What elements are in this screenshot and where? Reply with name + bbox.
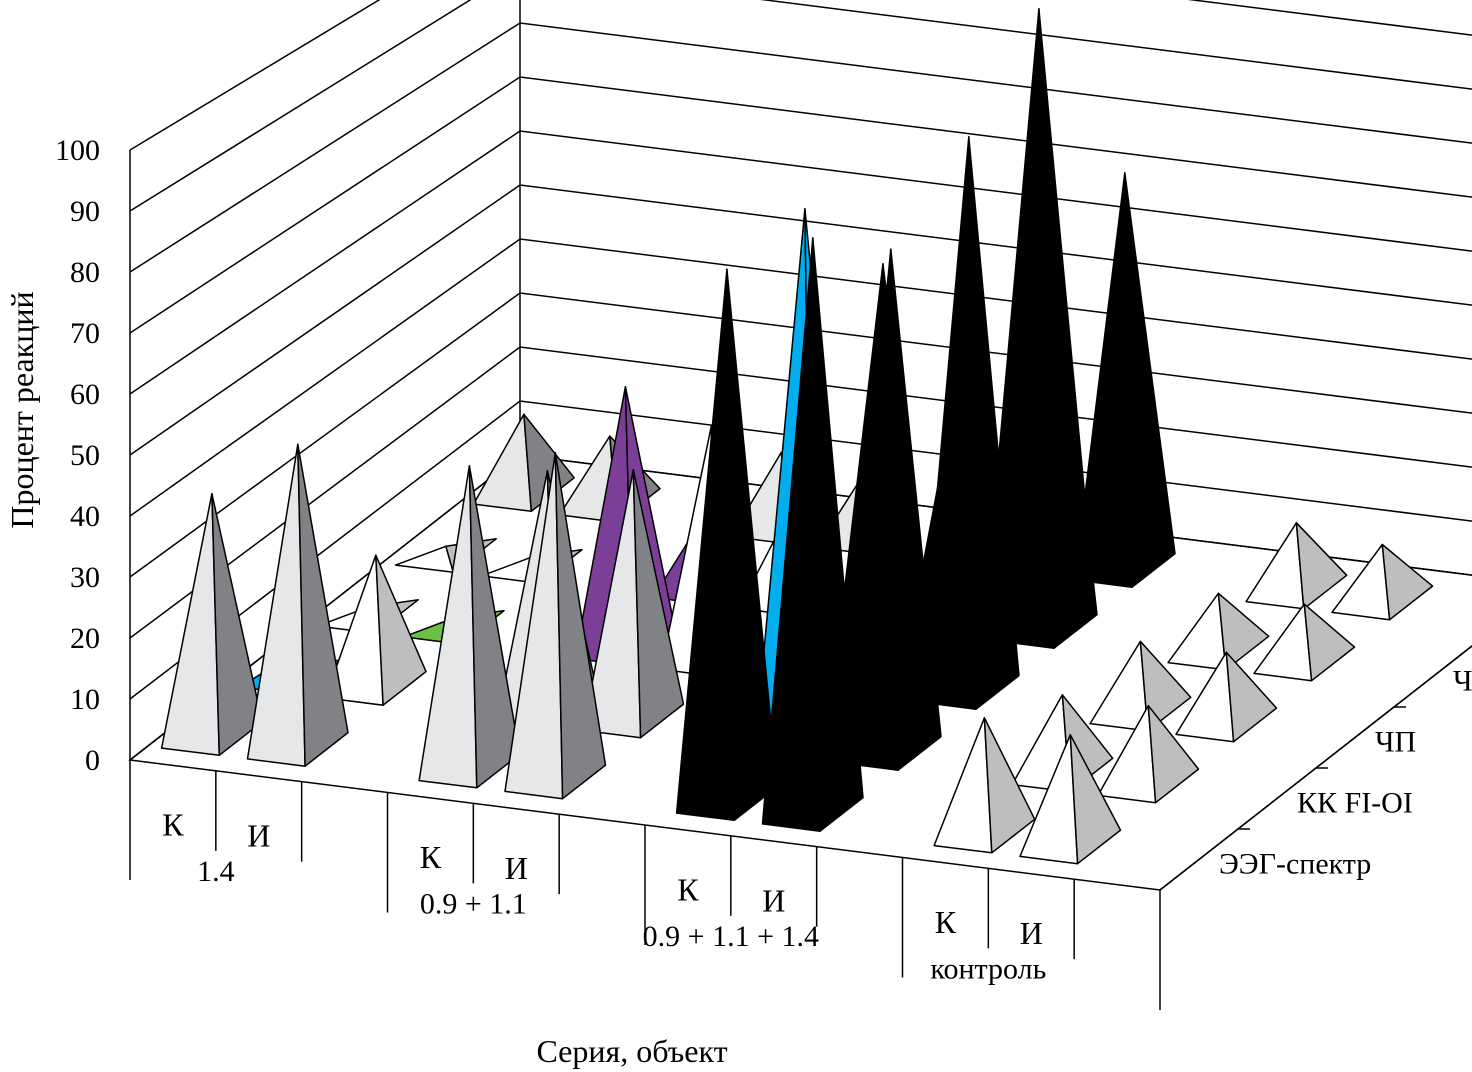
pyramid-ЭЭГ-спектр-0.9 + 1.1 + 1.4-К bbox=[675, 268, 778, 822]
pyramid-ЧД-контроль-И bbox=[1253, 603, 1356, 682]
series-label: ЧП bbox=[1375, 726, 1416, 759]
y-axis-ticks: 0 10 20 30 40 50 60 70 80 90 100 bbox=[55, 134, 100, 777]
subcategory-label: К bbox=[420, 839, 442, 875]
subcategory-label: К bbox=[162, 806, 184, 842]
pyramid-ЧП-контроль-И bbox=[1175, 651, 1278, 743]
x-axis: К И1.4 К И0.9 + 1.1 К И0.9 + 1.1 + 1.4 К Иконтр… bbox=[129, 760, 1161, 1010]
pyramid-side-face bbox=[554, 451, 607, 800]
gridline bbox=[129, 0, 1472, 151]
pyramid-side-face bbox=[968, 136, 1020, 710]
y-tick-label: 0 bbox=[85, 744, 100, 777]
pyramid-ЭМГ-контроль-И bbox=[1331, 543, 1434, 621]
subcategory-label: И bbox=[247, 817, 270, 853]
pyramid-side-face bbox=[297, 443, 349, 767]
pyramid-side-face bbox=[211, 492, 263, 757]
chart-marks bbox=[160, 8, 1434, 865]
subcategory-label: К bbox=[935, 904, 957, 940]
pyramid-side-face bbox=[812, 237, 864, 832]
group-label: 0.9 + 1.1 bbox=[420, 887, 527, 920]
depth-axis-line bbox=[1159, 645, 1472, 891]
pyramid-ЧП-0.9 + 1.1 + 1.4-И bbox=[917, 136, 1020, 710]
subcategory-label: И bbox=[1020, 915, 1043, 951]
subcategory-label: К bbox=[677, 871, 699, 907]
y-tick-label: 60 bbox=[70, 378, 100, 411]
pyramid-side-face bbox=[1046, 166, 1098, 649]
y-tick-label: 100 bbox=[55, 134, 100, 167]
y-tick-label: 30 bbox=[70, 561, 100, 594]
pyramid-ЭЭГ-спектр-контроль-К bbox=[933, 717, 1036, 854]
pyramid-side-face bbox=[1147, 704, 1200, 804]
y-tick-label: 10 bbox=[70, 683, 100, 716]
pyramid-side-face bbox=[890, 248, 942, 771]
y-tick-label: 50 bbox=[70, 439, 100, 472]
y-tick-label: 40 bbox=[70, 500, 100, 533]
pyramid-ЭЭГ-спектр-1.4-К bbox=[160, 492, 263, 757]
pyramid-КК FI-OI-контроль-И bbox=[1097, 704, 1200, 804]
pyramid-ЧД-0.9 + 1.1 + 1.4-И bbox=[995, 166, 1098, 649]
group-label: 0.9 + 1.1 + 1.4 bbox=[643, 920, 819, 953]
pyramid-side-face bbox=[1295, 522, 1348, 610]
pyramid-КК FI-OI-0.9 + 1.1-И bbox=[582, 469, 685, 739]
y-tick-label: 90 bbox=[70, 195, 100, 228]
subcategory-label: И bbox=[762, 882, 785, 918]
gridline bbox=[129, 0, 1472, 212]
pyramid-side-face bbox=[632, 469, 685, 739]
pyramid-side-face bbox=[1139, 640, 1192, 732]
pyramid-side-face bbox=[1225, 651, 1278, 743]
pyramid-ЧД-контроль-К bbox=[1167, 592, 1270, 671]
group-label: 1.4 bbox=[197, 855, 235, 888]
series-label: ЧД bbox=[1453, 665, 1472, 698]
pyramid-КК FI-OI-0.9 + 1.1 + 1.4-И bbox=[839, 248, 942, 771]
pyramid-side-face bbox=[1217, 592, 1270, 671]
pyramid-ЭЭГ-спектр-контроль-И bbox=[1019, 733, 1122, 865]
pyramid-ЭЭГ-спектр-1.4-И bbox=[246, 443, 349, 767]
pyramid-ЭЭГ-спектр-0.9 + 1.1-И bbox=[504, 451, 607, 800]
pyramid-КК FI-OI-1.4-И bbox=[324, 554, 427, 706]
series-label: ЭЭГ-спектр bbox=[1219, 848, 1371, 881]
pyramid-ЧП-контроль-К bbox=[1089, 640, 1192, 732]
pyramid-side-face bbox=[1381, 543, 1434, 621]
pyramid-side-face bbox=[468, 465, 521, 789]
y-tick-label: 20 bbox=[70, 622, 100, 655]
pyramid-front-face bbox=[472, 413, 533, 513]
pyramid-ЭМГ-контроль-К bbox=[1245, 522, 1348, 610]
y-tick-label: 80 bbox=[70, 256, 100, 289]
y-tick-label: 70 bbox=[70, 317, 100, 350]
pyramid-side-face bbox=[1069, 733, 1122, 865]
series-label: КК FI-OI bbox=[1297, 787, 1413, 820]
pyramid-ЭМГ-0.9 + 1.1 + 1.4-И bbox=[1073, 172, 1176, 588]
subcategory-label: И bbox=[505, 850, 528, 886]
group-label: контроль bbox=[930, 952, 1046, 985]
pyramid-side-face bbox=[726, 268, 778, 822]
pyramid-ЭЭГ-спектр-0.9 + 1.1-К bbox=[418, 465, 521, 789]
pyramid-ЭЭГ-спектр-0.9 + 1.1 + 1.4-И bbox=[761, 237, 864, 832]
pyramid-side-face bbox=[375, 554, 427, 706]
gridline bbox=[129, 22, 1472, 273]
pyramid-side-face bbox=[1124, 172, 1176, 588]
pyramid-side-face bbox=[1303, 603, 1356, 682]
x-axis-label: Серия, объект bbox=[536, 1033, 727, 1069]
pyramid-side-face bbox=[983, 717, 1036, 854]
pyramid-front-face bbox=[246, 443, 306, 767]
y-axis-label: Процент реакций bbox=[4, 291, 40, 528]
